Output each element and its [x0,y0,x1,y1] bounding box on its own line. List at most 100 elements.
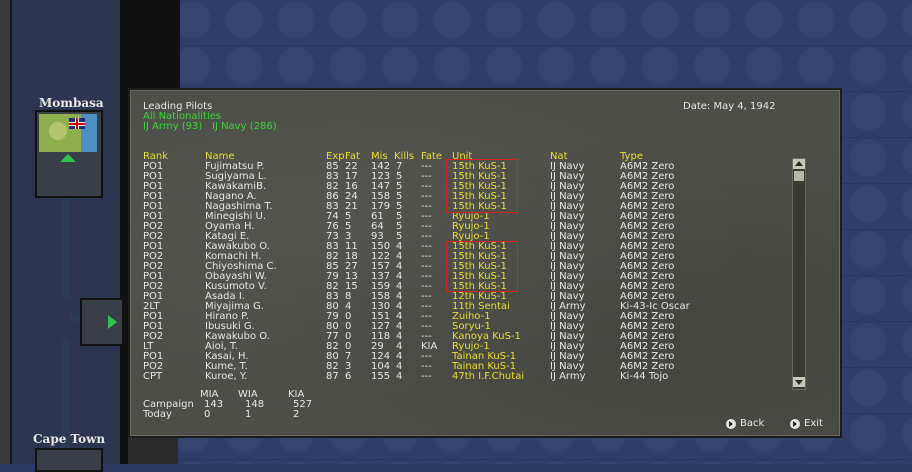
cell-exp: 82 [326,181,339,192]
cell-unit: Zuiho-1 [452,311,491,322]
table-row[interactable]: PO2 Kusumoto V. 82 15 159 4 --- 15th KuS-1 IJ Na… [130,282,785,292]
table-row[interactable]: PO2 Kume, T. 82 3 104 4 --- Tainan KuS-1 IJ Navy… [130,362,785,372]
cell-fate: --- [421,271,432,282]
cell-nat: IJ Navy [550,261,585,272]
cell-unit: 15th KuS-1 [452,161,507,172]
cell-rank: PO2 [143,221,164,232]
table-row[interactable]: PO1 Ibusuki G. 80 0 127 4 --- Soryu-1 IJ Navy A6M… [130,322,785,332]
col-rank[interactable]: Rank [143,151,168,162]
cell-fate: --- [421,171,432,182]
cell-fat: 21 [345,201,358,212]
scroll-up-button[interactable] [793,159,805,169]
cell-name: Minegishi U. [205,211,267,222]
col-type[interactable]: Type [620,151,643,162]
back-button[interactable]: Back [726,418,764,429]
col-nat[interactable]: Nat [550,151,568,162]
cell-fat: 6 [345,371,352,382]
cell-fate: --- [421,191,432,202]
cell-unit: 11th Sentai [452,301,510,312]
table-row[interactable]: PO1 Nagano A. 86 24 158 5 --- 15th KuS-1 IJ Navy… [130,192,785,202]
table-row[interactable]: PO1 Hirano P. 79 0 151 4 --- Zuiho-1 IJ Navy A6M2… [130,312,785,322]
summary-campaign-mia: 143 [204,399,224,410]
cell-rank: 2LT [143,301,160,312]
location-mombasa[interactable] [35,110,103,198]
cell-nat: IJ Navy [550,311,585,322]
col-mis[interactable]: Mis [371,151,388,162]
cell-name: Kume, T. [205,361,248,372]
cell-rank: LT [143,341,154,352]
table-row[interactable]: PO2 Kawakubo O. 77 0 118 4 --- Kanoya KuS-1 IJ N… [130,332,785,342]
table-row[interactable]: PO1 Kasai, H. 80 7 124 4 --- Tainan KuS-1 IJ Nav… [130,352,785,362]
scroll-thumb[interactable] [794,171,804,181]
cell-mis: 147 [371,181,391,192]
cell-unit: 15th KuS-1 [452,261,507,272]
back-arrow-icon [726,418,736,429]
cell-kills: 4 [396,351,403,362]
table-row[interactable]: PO1 KawakamiB. 82 16 147 5 --- 15th KuS-1 IJ Nav… [130,182,785,192]
filter-all-nationalities[interactable]: All Nationalities [143,111,222,122]
cell-fat: 16 [345,181,358,192]
table-row[interactable]: PO1 Fujimatsu P. 85 22 142 7 --- 15th KuS-1 IJ N… [130,162,785,172]
cell-type: A6M2 Zero [620,181,675,192]
col-name[interactable]: Name [205,151,235,162]
col-fate[interactable]: Fate [421,151,443,162]
cell-kills: 4 [396,261,403,272]
cell-unit: Kanoya KuS-1 [452,331,521,342]
exit-button[interactable]: Exit [790,418,823,429]
cell-nat: IJ Navy [550,201,585,212]
col-exp[interactable]: Exp [326,151,345,162]
cell-rank: PO1 [143,191,164,202]
scroll-down-button[interactable] [793,377,805,387]
col-kills[interactable]: Kills [394,151,415,162]
col-fat[interactable]: Fat [345,151,360,162]
cell-exp: 83 [326,201,339,212]
cell-nat: IJ Army [550,301,586,312]
table-row[interactable]: LT Aioi, T. 82 0 29 4 KIA Ryujo-1 IJ Navy A6M2 Ze… [130,342,785,352]
cell-rank: CPT [143,371,163,382]
arrow-down-icon [795,380,803,385]
summary-today-mia: 0 [204,409,211,420]
cell-kills: 4 [396,301,403,312]
table-row[interactable]: PO1 Sugiyama L. 83 17 123 5 --- 15th KuS-1 IJ Na… [130,172,785,182]
filter-ij-navy[interactable]: IJ Navy (286) [212,121,277,132]
table-row[interactable]: CPT Kuroe, Y. 87 6 155 4 --- 47th I.F.Chutai IJ … [130,372,785,382]
cell-exp: 87 [326,371,339,382]
cell-kills: 4 [396,371,403,382]
play-arrow-icon[interactable] [108,315,117,329]
cell-nat: IJ Navy [550,361,585,372]
table-row[interactable]: PO1 Minegishi U. 74 5 61 5 --- Ryujo-1 IJ Navy A6… [130,212,785,222]
cell-exp: 79 [326,311,339,322]
table-row[interactable]: PO1 Nagashima T. 83 21 179 5 --- 15th KuS-1 IJ N… [130,202,785,212]
location-cape-town[interactable] [35,448,103,472]
table-row[interactable]: PO2 Oyama H. 76 5 64 5 --- Ryujo-1 IJ Navy A6M2 Z… [130,222,785,232]
cell-name: Kawakubo O. [205,331,270,342]
cell-mis: 137 [371,271,391,282]
table-row[interactable]: PO1 Kawakubo O. 83 11 150 4 --- 15th KuS-1 IJ Na… [130,242,785,252]
filter-ij-army[interactable]: IJ Army (93) [143,121,203,132]
cell-exp: 77 [326,331,339,342]
route-line [70,313,80,321]
cell-kills: 4 [396,321,403,332]
table-row[interactable]: PO1 Asada I. 83 8 158 4 --- 12th KuS-1 IJ Navy A6… [130,292,785,302]
table-row[interactable]: PO1 Obayashi W. 79 13 137 4 --- 15th KuS-1 IJ Na… [130,272,785,282]
table-row[interactable]: 2LT Miyajima G. 80 4 130 4 --- 11th Sentai IJ Ar… [130,302,785,312]
cell-type: A6M2 Zero [620,171,675,182]
summary-header-wia: WIA [238,389,258,400]
cell-rank: PO2 [143,331,164,342]
col-unit[interactable]: Unit [452,151,473,162]
cell-name: Miyajima G. [205,301,264,312]
cell-exp: 79 [326,271,339,282]
cell-nat: IJ Navy [550,271,585,282]
table-row[interactable]: PO2 Chiyoshima C. 85 27 157 4 --- 15th KuS-1 IJ … [130,262,785,272]
table-row[interactable]: PO2 Katagi E. 73 3 93 5 --- Ryujo-1 IJ Navy A6M2 … [130,232,785,242]
cell-unit: 15th KuS-1 [452,241,507,252]
table-row[interactable]: PO2 Komachi H. 82 18 122 4 --- 15th KuS-1 IJ Nav… [130,252,785,262]
scrollbar[interactable] [792,158,806,390]
back-button-label: Back [740,418,765,429]
cell-mis: 158 [371,291,391,302]
expand-arrow-icon[interactable] [60,154,76,162]
route-node[interactable] [80,298,124,346]
cell-type: A6M2 Zero [620,241,675,252]
cell-type: A6M2 Zero [620,331,675,342]
cell-exp: 83 [326,291,339,302]
